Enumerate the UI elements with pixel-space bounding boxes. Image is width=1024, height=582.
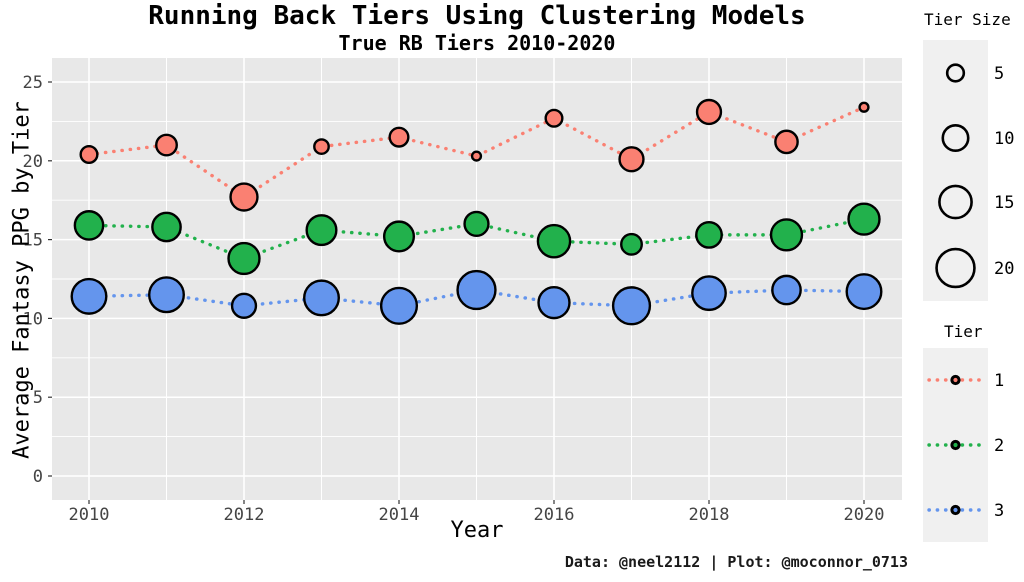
x-tick-label: 2014 bbox=[379, 505, 420, 525]
data-point-tier-1-2012 bbox=[229, 182, 259, 212]
data-point-tier-2-2016 bbox=[536, 223, 572, 259]
x-tick-label: 2018 bbox=[689, 505, 730, 525]
data-point-tier-3-2020 bbox=[845, 273, 883, 311]
data-point-tier-3-2014 bbox=[379, 286, 419, 325]
tier-legend-label: 3 bbox=[994, 501, 1004, 521]
data-point-tier-3-2013 bbox=[303, 279, 340, 317]
data-point-tier-3-2011 bbox=[148, 276, 185, 314]
data-point-tier-3-2017 bbox=[611, 286, 652, 326]
data-point-tier-1-2011 bbox=[155, 133, 178, 157]
data-point-tier-2-2020 bbox=[847, 202, 881, 236]
size-legend-label: 20 bbox=[994, 259, 1014, 279]
size-legend-circle-20 bbox=[935, 247, 976, 289]
data-point-tier-1-2015 bbox=[470, 150, 483, 162]
data-point-tier-3-2012 bbox=[230, 292, 258, 319]
tier-legend-point-1 bbox=[950, 374, 961, 386]
x-tick-label: 2020 bbox=[844, 505, 885, 525]
size-legend-label: 5 bbox=[994, 64, 1004, 84]
y-tick-label: 20 bbox=[23, 152, 43, 172]
size-legend-title: Tier Size bbox=[924, 10, 1011, 29]
caption: Data: @neel2112 | Plot: @moconnor_0713 bbox=[564, 553, 908, 571]
y-tick-label: 15 bbox=[23, 231, 43, 251]
tier-legend-point-3 bbox=[950, 504, 961, 516]
y-tick-label: 25 bbox=[23, 73, 43, 93]
tier-legend-label: 2 bbox=[994, 436, 1004, 456]
data-point-tier-2-2010 bbox=[73, 210, 105, 241]
tier-legend-title: Tier bbox=[944, 322, 983, 341]
x-axis-title: Year bbox=[450, 518, 504, 543]
data-point-tier-1-2020 bbox=[858, 101, 870, 113]
data-point-tier-1-2018 bbox=[695, 98, 723, 126]
data-point-tier-1-2016 bbox=[544, 108, 564, 128]
data-point-tier-2-2017 bbox=[620, 232, 643, 256]
data-point-tier-3-2019 bbox=[771, 274, 802, 306]
tier-legend-label: 1 bbox=[994, 371, 1004, 391]
data-point-tier-2-2015 bbox=[463, 210, 490, 237]
data-point-tier-3-2018 bbox=[691, 275, 727, 312]
data-point-tier-2-2013 bbox=[305, 214, 338, 247]
x-tick-label: 2010 bbox=[69, 505, 110, 525]
data-point-tier-2-2018 bbox=[695, 220, 723, 249]
y-tick-label: 0 bbox=[33, 467, 43, 487]
size-legend-circle-15 bbox=[938, 184, 973, 220]
data-point-tier-3-2016 bbox=[537, 285, 571, 320]
chart-subtitle: True RB Tiers 2010-2020 bbox=[338, 31, 616, 55]
data-point-tier-1-2010 bbox=[79, 144, 99, 165]
data-point-tier-3-2015 bbox=[456, 269, 497, 311]
data-point-tier-2-2012 bbox=[227, 241, 261, 276]
data-point-tier-1-2013 bbox=[313, 138, 330, 156]
data-point-tier-1-2017 bbox=[618, 146, 645, 173]
data-point-tier-2-2019 bbox=[769, 218, 804, 252]
y-axis-title: Average Fantasy PPG by Tier bbox=[9, 101, 35, 459]
data-point-tier-2-2011 bbox=[151, 211, 182, 243]
y-tick-label: 10 bbox=[23, 309, 43, 329]
size-legend-label: 15 bbox=[994, 193, 1014, 213]
chart-title: Running Back Tiers Using Clustering Mode… bbox=[148, 1, 806, 31]
size-legend-label: 10 bbox=[994, 129, 1014, 149]
x-tick-label: 2016 bbox=[534, 505, 575, 525]
y-tick-label: 5 bbox=[33, 388, 43, 408]
data-point-tier-2-2014 bbox=[382, 220, 416, 253]
data-point-tier-1-2019 bbox=[774, 129, 799, 155]
size-legend-circle-10 bbox=[941, 123, 970, 153]
data-point-tier-3-2010 bbox=[70, 277, 108, 315]
tier-legend-point-2 bbox=[950, 439, 961, 451]
x-tick-label: 2012 bbox=[224, 505, 265, 525]
size-legend-keys-bg bbox=[923, 40, 988, 301]
data-point-tier-1-2014 bbox=[388, 126, 410, 148]
size-legend-circle-5 bbox=[945, 63, 966, 83]
